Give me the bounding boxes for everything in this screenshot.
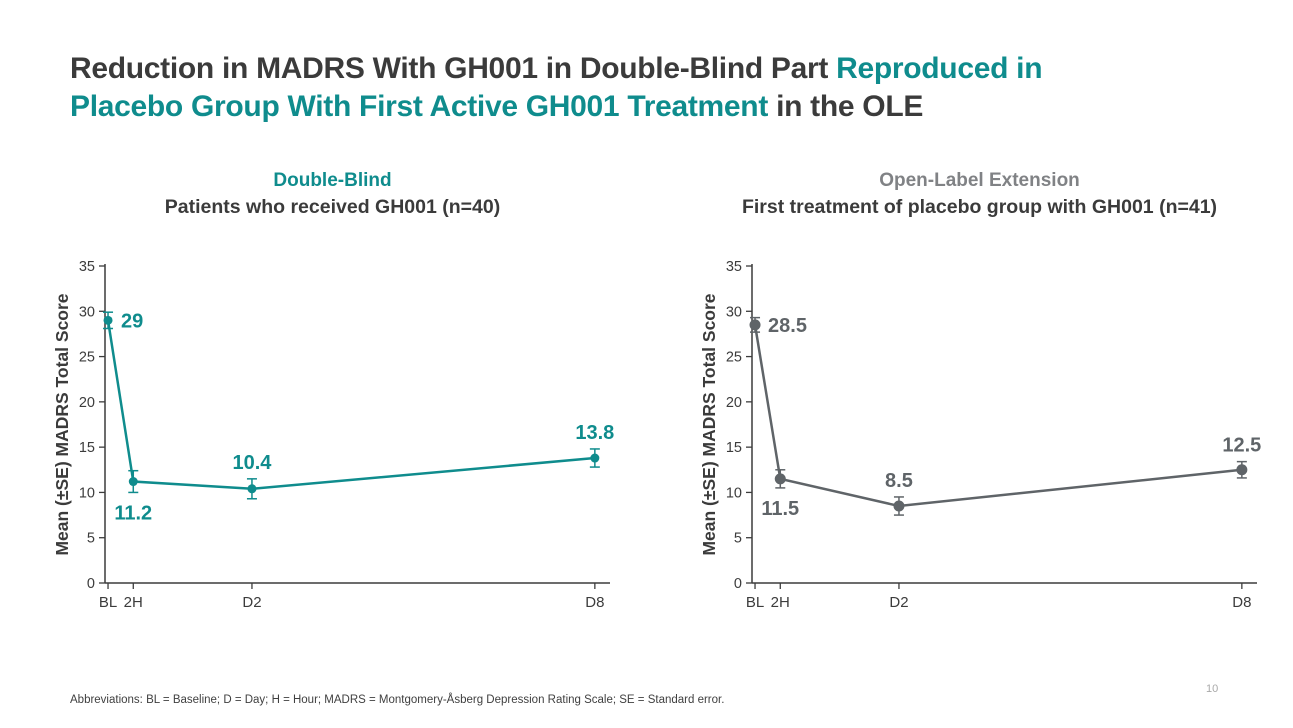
svg-text:35: 35 — [79, 259, 95, 275]
svg-text:30: 30 — [726, 304, 742, 320]
svg-text:35: 35 — [726, 259, 742, 275]
line-chart-double-blind: 0 5 10 15 20 25 30 35 BL 2H D2 D8 Mean (±SE) MADRS T… — [48, 256, 618, 621]
page-number: 10 — [1206, 683, 1219, 695]
svg-text:D8: D8 — [585, 594, 604, 611]
svg-text:11.5: 11.5 — [761, 498, 799, 520]
svg-text:28.5: 28.5 — [768, 315, 807, 337]
chart-subtitle-open-label: First treatment of placebo group with GH… — [741, 196, 1218, 218]
svg-text:2H: 2H — [771, 594, 790, 611]
svg-text:0: 0 — [87, 576, 95, 592]
double-blind-heading: Double-Blind Patients who received GH001… — [45, 168, 620, 221]
svg-text:29: 29 — [121, 310, 143, 332]
open-label-heading: Open-Label Extension First treatment of … — [692, 168, 1267, 221]
title-line1-dark: Reduction in MADRS With GH001 in Double-… — [70, 52, 837, 85]
svg-text:D8: D8 — [1232, 594, 1251, 611]
svg-text:Mean (±SE) MADRS Total Score: Mean (±SE) MADRS Total Score — [699, 293, 719, 555]
svg-text:30: 30 — [79, 304, 95, 320]
svg-text:D2: D2 — [242, 594, 261, 611]
svg-text:25: 25 — [79, 350, 95, 366]
svg-text:Mean (±SE) MADRS Total Score: Mean (±SE) MADRS Total Score — [52, 293, 72, 555]
svg-text:13.8: 13.8 — [575, 422, 614, 444]
svg-text:20: 20 — [726, 395, 742, 411]
svg-text:15: 15 — [79, 440, 95, 456]
svg-text:15: 15 — [726, 440, 742, 456]
svg-text:D2: D2 — [889, 594, 908, 611]
svg-text:10: 10 — [79, 485, 95, 501]
svg-text:BL: BL — [99, 594, 117, 611]
svg-text:BL: BL — [746, 594, 764, 611]
svg-text:12.5: 12.5 — [1222, 435, 1261, 457]
abbreviations-footnote: Abbreviations: BL = Baseline; D = Day; H… — [70, 694, 725, 706]
svg-text:10.4: 10.4 — [232, 452, 272, 474]
svg-text:5: 5 — [734, 531, 742, 547]
svg-text:20: 20 — [79, 395, 95, 411]
svg-text:11.2: 11.2 — [114, 502, 152, 524]
svg-text:10: 10 — [726, 485, 742, 501]
svg-text:5: 5 — [87, 531, 95, 547]
slide-title: Reduction in MADRS With GH001 in Double-… — [70, 50, 1190, 126]
svg-text:25: 25 — [726, 350, 742, 366]
svg-text:2H: 2H — [124, 594, 143, 611]
chart-title-double-blind: Double-Blind — [273, 170, 392, 191]
title-line1-accent: Reproduced in — [836, 52, 1043, 85]
chart-title-open-label: Open-Label Extension — [879, 170, 1080, 191]
chart-subtitle-double-blind: Patients who received GH001 (n=40) — [164, 196, 501, 218]
title-line2-dark: in the OLE — [768, 90, 924, 123]
svg-text:0: 0 — [734, 576, 742, 592]
line-chart-open-label: 0 5 10 15 20 25 30 35 BL 2H D2 D8 Mean (±SE) MADRS T… — [695, 256, 1265, 621]
svg-text:8.5: 8.5 — [885, 470, 913, 492]
title-line2-accent: Placebo Group With First Active GH001 Tr… — [70, 90, 769, 123]
